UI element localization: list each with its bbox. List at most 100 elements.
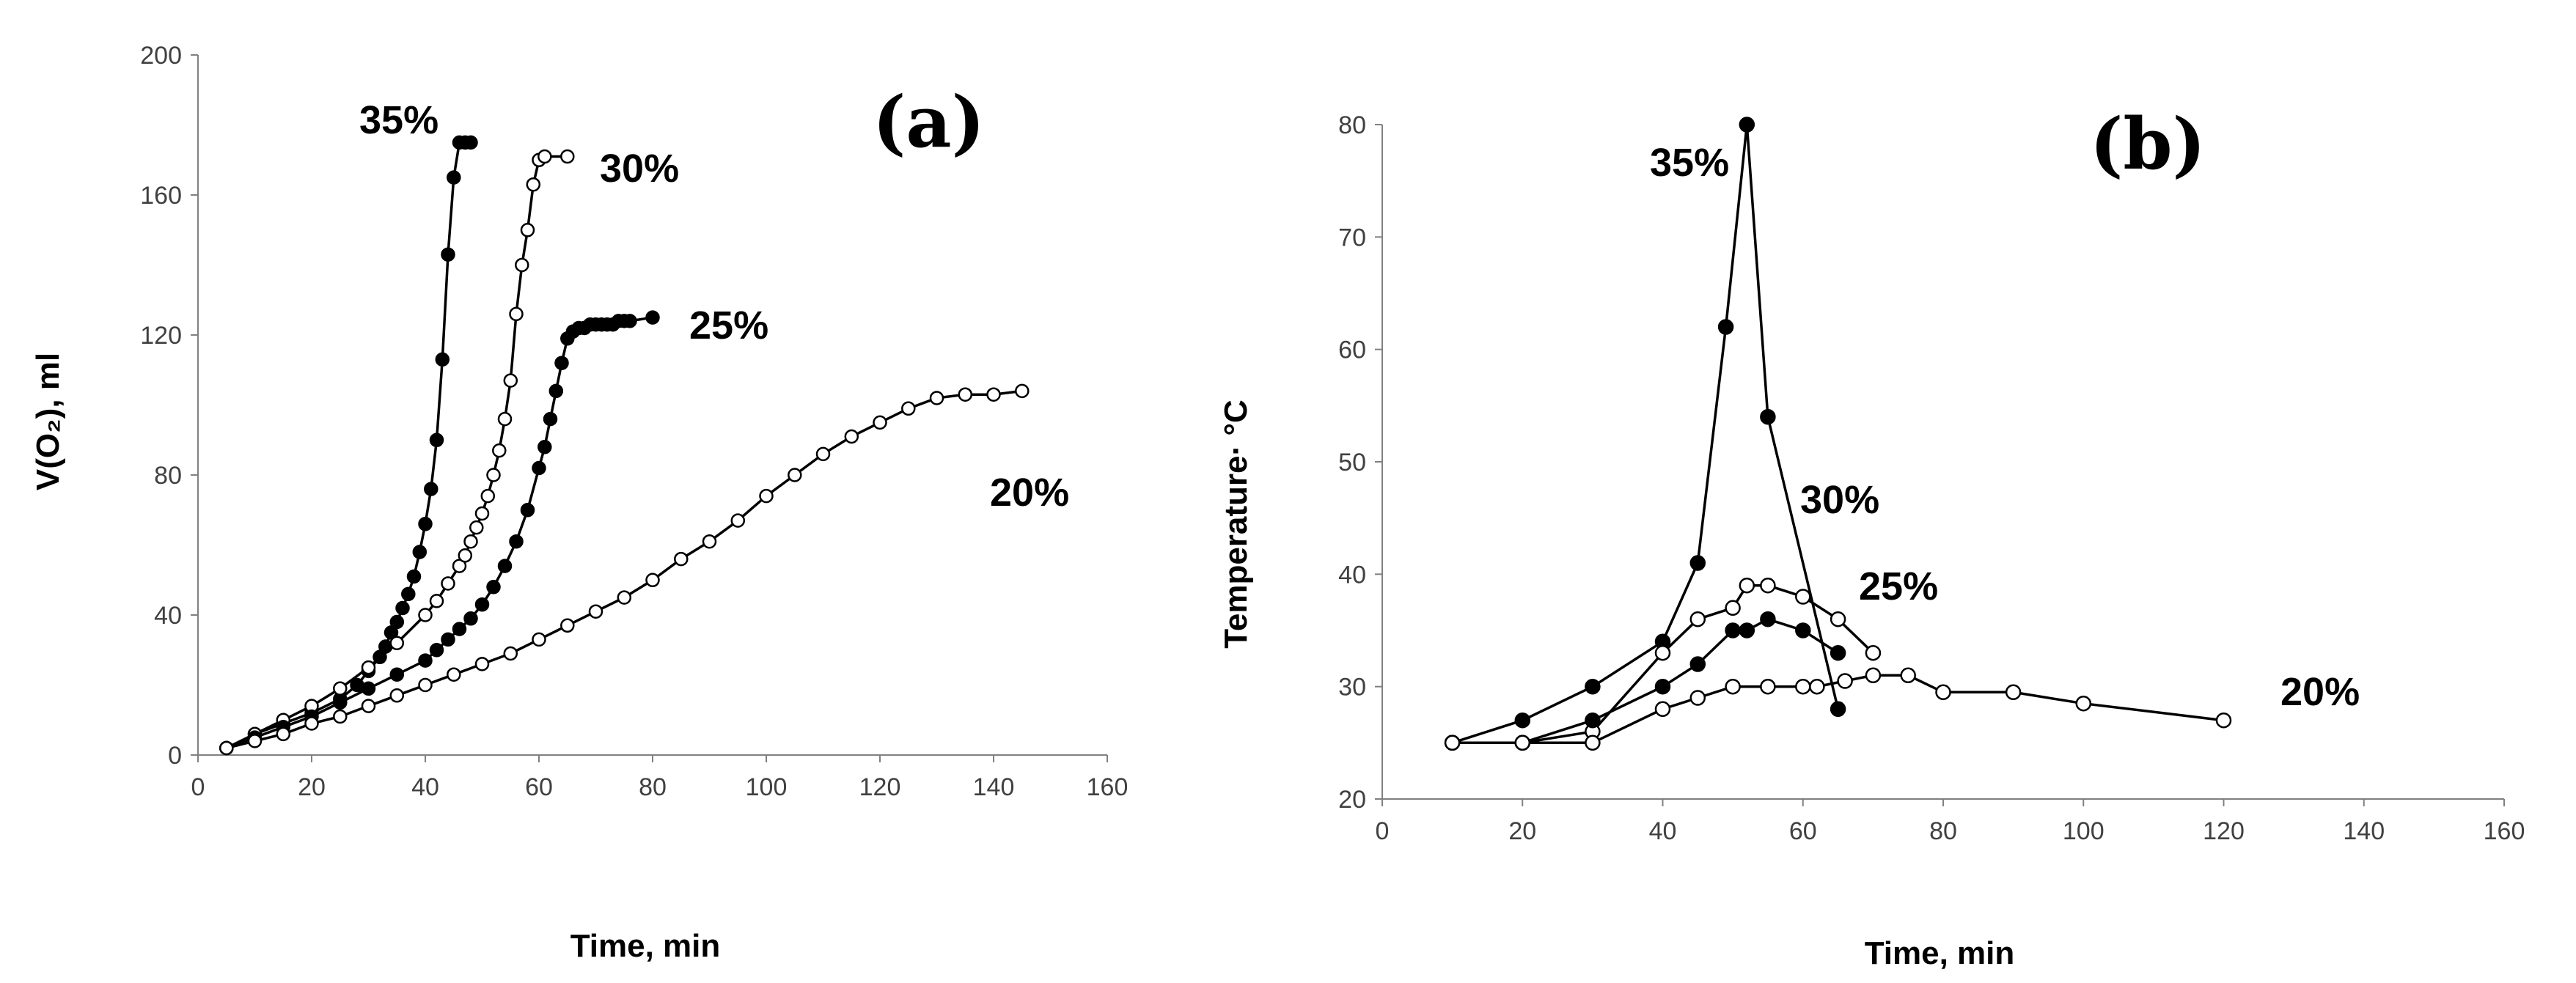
data-point-20-b <box>1689 690 1706 706</box>
data-point-30-a <box>537 149 552 164</box>
data-point-30-a <box>503 373 518 388</box>
data-point-20-a <box>474 657 490 671</box>
x-tick-label: 0 <box>191 773 205 801</box>
data-point-20-a <box>219 740 234 756</box>
data-point-25-b <box>1830 644 1846 661</box>
data-point-25-a <box>532 460 546 476</box>
x-tick-label: 60 <box>525 773 553 801</box>
y-tick-label: 20 <box>1338 786 1366 814</box>
x-tick-label: 0 <box>1376 817 1390 845</box>
y-tick-label: 200 <box>140 42 182 70</box>
data-point-25-a <box>548 383 564 399</box>
y-tick-label: 120 <box>140 322 182 350</box>
data-point-20-a <box>503 646 518 661</box>
x-tick-label: 40 <box>411 773 439 801</box>
data-point-20-a <box>588 604 603 619</box>
data-point-30-a <box>492 443 507 458</box>
series-label-35-a: 35% <box>359 98 438 142</box>
data-point-30-b <box>1654 644 1671 661</box>
data-point-30-b <box>1760 577 1776 594</box>
data-point-30-b <box>1795 589 1811 605</box>
y-axis-title-b: Temperature· °C <box>1218 400 1254 649</box>
data-point-25-a <box>463 611 478 626</box>
data-point-25-b <box>1725 622 1741 638</box>
data-point-20-a <box>929 391 944 405</box>
data-point-35-b <box>1830 701 1846 718</box>
x-tick-label: 100 <box>746 773 788 801</box>
data-point-35-a <box>412 545 428 559</box>
y-tick-label: 60 <box>1338 336 1366 364</box>
data-point-30-a <box>361 660 376 675</box>
data-point-20-b <box>1760 678 1776 695</box>
x-tick-label: 20 <box>298 773 326 801</box>
data-point-30-a <box>333 681 348 696</box>
data-point-25-b <box>1760 611 1776 627</box>
data-point-30-b <box>1865 644 1882 661</box>
panel-label-a: (a) <box>873 81 985 163</box>
chart-b: (b) Temperature· °C Time, min 35% 30% 25… <box>1218 103 2525 971</box>
x-tick-label: 140 <box>973 773 1015 801</box>
data-point-35-a <box>429 432 444 448</box>
data-point-20-b <box>1585 735 1601 751</box>
series-label-20-b: 20% <box>2280 670 2360 714</box>
data-point-30-a <box>520 223 535 238</box>
data-point-20-a <box>730 513 746 528</box>
data-point-20-a <box>617 590 632 605</box>
series-line-30-a <box>226 155 568 750</box>
data-point-20-a <box>247 734 263 748</box>
data-point-20-b <box>1725 678 1741 695</box>
x-tick-label: 120 <box>2203 817 2245 845</box>
data-point-35-b <box>1689 555 1706 571</box>
data-point-25-a <box>361 681 376 696</box>
data-point-25-a <box>645 310 660 325</box>
x-tick-label: 160 <box>1087 773 1129 801</box>
y-tick-label: 0 <box>168 742 182 770</box>
data-point-20-b <box>1654 701 1671 718</box>
x-tick-label: 100 <box>2063 817 2105 845</box>
data-point-20-a <box>304 716 319 731</box>
data-point-25-a <box>537 440 552 454</box>
x-tick-label: 120 <box>859 773 901 801</box>
data-point-20-a <box>333 709 348 724</box>
data-point-20-b <box>1865 667 1882 684</box>
data-point-20-b <box>1809 678 1825 695</box>
data-point-35-b <box>1760 408 1776 425</box>
data-point-25-a <box>520 503 535 518</box>
data-point-20-b <box>1900 667 1916 684</box>
data-point-25-b <box>1739 622 1755 638</box>
series-line-25-b <box>1452 617 1839 745</box>
data-point-20-a <box>873 415 887 430</box>
x-tick-label: 60 <box>1789 817 1817 845</box>
x-tick-label: 20 <box>1508 817 1536 845</box>
series-label-35-b: 35% <box>1650 141 1729 185</box>
series-label-30-a: 30% <box>600 147 679 191</box>
data-point-35-a <box>424 482 438 496</box>
data-point-30-a <box>389 636 405 650</box>
data-point-25-a <box>554 356 569 370</box>
series-label-25-a: 25% <box>689 303 768 347</box>
data-point-30-a <box>474 506 490 521</box>
data-point-20-a <box>759 488 774 504</box>
data-point-35-a <box>418 517 433 531</box>
data-point-20-a <box>447 667 461 682</box>
x-tick-label: 80 <box>1929 817 1957 845</box>
data-point-20-a <box>674 551 689 567</box>
x-tick-label: 40 <box>1649 817 1677 845</box>
data-point-20-a <box>702 534 717 549</box>
data-point-35-a <box>406 569 422 584</box>
data-point-30-a <box>441 576 455 591</box>
data-point-20-a <box>389 688 405 703</box>
data-point-25-a <box>429 643 444 658</box>
x-tick-label: 80 <box>639 773 667 801</box>
series-line-35-b <box>1452 124 1840 744</box>
x-axis-title-b: Time, min <box>1865 935 2015 971</box>
data-point-20-a <box>645 573 660 588</box>
y-tick-label: 40 <box>154 602 182 630</box>
data-point-25-a <box>474 597 490 612</box>
data-point-30-a <box>515 257 529 273</box>
y-tick-label: 80 <box>154 462 182 490</box>
data-point-35-b <box>1585 678 1601 695</box>
data-point-25-b <box>1689 656 1706 672</box>
data-point-25-b <box>1795 622 1811 638</box>
data-point-20-a <box>560 618 575 633</box>
